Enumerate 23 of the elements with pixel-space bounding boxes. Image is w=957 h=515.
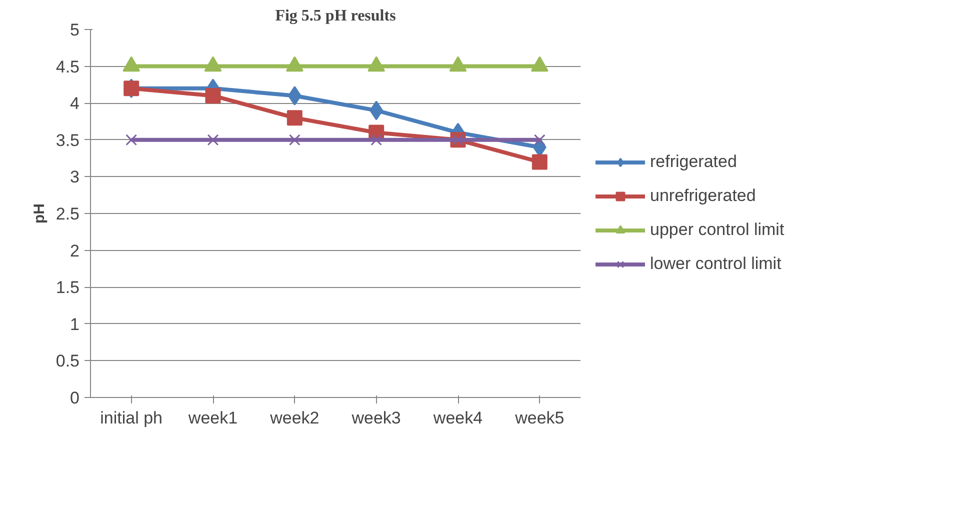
y-tick-label: 3 [70, 168, 80, 187]
x-tick-label: week3 [350, 408, 401, 428]
x-tick-label: initial ph [100, 408, 163, 428]
y-tick-label: 0.5 [56, 352, 80, 371]
y-tick-label: 5 [70, 20, 80, 40]
x-tick-label: week1 [187, 408, 238, 428]
y-tick-label: 0 [70, 388, 80, 408]
legend-label: unrefrigerated [650, 186, 756, 206]
x-tick-label: week4 [432, 408, 483, 428]
chart-title: Fig 5.5 pH results [275, 8, 396, 24]
legend-label: upper control limit [650, 220, 784, 240]
y-tick-label: 2.5 [56, 204, 80, 224]
x-tick-label: week5 [514, 408, 564, 428]
y-tick-label: 1 [70, 314, 80, 334]
legend-label: lower control limit [650, 254, 782, 274]
y-axis-title: pH [30, 204, 48, 224]
y-tick-label: 3.5 [56, 130, 80, 150]
y-tick-label: 2 [70, 241, 80, 260]
y-tick-label: 4 [70, 94, 80, 114]
x-tick-label: week2 [269, 408, 320, 428]
legend-label: refrigerated [650, 152, 737, 172]
y-tick-label: 4.5 [56, 57, 80, 76]
y-tick-label: 1.5 [56, 278, 80, 298]
